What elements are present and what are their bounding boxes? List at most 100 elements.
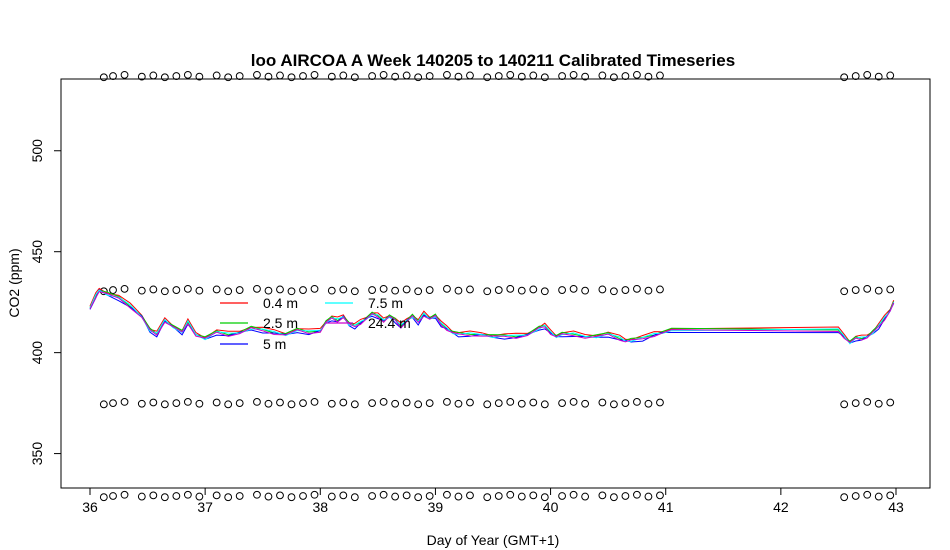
calibration-point — [454, 492, 463, 501]
calibration-point — [581, 492, 590, 501]
calibration-point — [633, 70, 641, 79]
calibration-point — [183, 284, 192, 293]
calibration-point — [379, 70, 388, 79]
calibration-point — [253, 70, 261, 79]
calibration-point — [425, 399, 434, 408]
y-axis-label: CO2 (ppm) — [6, 248, 22, 317]
calibration-point — [391, 72, 400, 81]
calibration-point — [160, 73, 169, 82]
calibration-point — [610, 287, 618, 296]
calibration-point — [414, 400, 423, 409]
calibration-point — [339, 285, 348, 294]
calibration-point — [644, 399, 653, 408]
calibration-point — [569, 284, 578, 293]
calibration-point — [656, 398, 664, 407]
calibration-point — [391, 286, 400, 295]
calibration-point — [851, 72, 860, 80]
x-tick-label: 41 — [658, 499, 674, 515]
legend-label: 24.4 m — [368, 315, 411, 331]
calibration-point — [656, 491, 664, 500]
calibration-point — [99, 73, 108, 82]
calibration-point — [172, 492, 181, 500]
legend: 0.4 m 2.5 m 5 m 7.5 m 24.4 m — [220, 295, 411, 352]
calibration-point — [529, 491, 538, 500]
calibration-point — [99, 493, 108, 502]
calibration-point — [517, 492, 526, 501]
calibration-point — [212, 285, 221, 294]
calibration-point — [339, 71, 348, 80]
calibration-point — [235, 72, 244, 80]
calibration-point — [264, 399, 273, 408]
calibration-point — [454, 286, 463, 295]
calibration-point — [840, 400, 849, 409]
x-tick-label: 36 — [82, 499, 98, 515]
calibration-point — [610, 73, 618, 82]
calibration-point — [494, 492, 503, 500]
calibration-point — [598, 491, 607, 500]
y-axis: 350 400 450 500 — [29, 139, 62, 465]
calibration-point — [235, 286, 244, 294]
calibration-point — [414, 73, 423, 82]
calibration-point — [517, 72, 526, 81]
calibration-point — [195, 72, 204, 81]
calibration-point — [379, 490, 388, 499]
y-tick-label: 400 — [29, 341, 45, 365]
calibration-point — [137, 286, 146, 295]
calibration-point — [137, 72, 146, 81]
calibration-point — [327, 399, 336, 408]
calibration-point — [109, 492, 117, 500]
calibration-point — [569, 490, 578, 499]
calibration-point — [425, 286, 434, 294]
calibration-point — [540, 493, 549, 502]
calibration-point — [299, 492, 307, 500]
calibration-point — [368, 286, 377, 294]
calibration-point — [120, 398, 129, 406]
calibration-point — [379, 284, 388, 293]
calibration-point — [264, 286, 273, 295]
calibration-point — [327, 286, 336, 295]
calibration-point — [350, 493, 359, 502]
calibration-point — [656, 71, 664, 80]
calibration-point — [287, 400, 296, 409]
calibration-point — [120, 70, 129, 79]
calibration-point — [172, 286, 181, 294]
calibration-point — [310, 490, 319, 499]
calibration-point — [454, 399, 463, 408]
calibration-point — [886, 71, 895, 80]
calibration-point — [276, 71, 284, 80]
calibration-point — [195, 286, 204, 295]
calibration-point — [120, 490, 129, 499]
calibration-point — [149, 491, 158, 500]
calibration-point — [633, 398, 641, 406]
calibration-point — [253, 398, 261, 406]
calibration-point — [414, 287, 423, 296]
calibration-point — [425, 72, 434, 80]
x-tick-label: 39 — [428, 499, 444, 515]
calibration-point — [581, 399, 590, 408]
calibration-point — [483, 400, 492, 409]
legend-label: 7.5 m — [368, 295, 403, 311]
calibration-point — [299, 286, 307, 294]
calibration-point — [212, 491, 221, 500]
calibration-point — [160, 493, 169, 502]
calibration-point — [466, 285, 474, 294]
legend-label: 0.4 m — [263, 295, 298, 311]
calibration-point — [466, 398, 474, 407]
calibration-point — [368, 399, 377, 408]
calibration-point — [287, 73, 296, 82]
calibration-point — [149, 285, 158, 294]
calibration-point — [506, 284, 515, 293]
legend-label: 5 m — [263, 336, 286, 352]
calibration-point — [276, 285, 284, 294]
calibration-point — [160, 287, 169, 296]
calibration-point — [466, 491, 474, 500]
calibration-point — [529, 285, 538, 294]
calibration-point — [494, 286, 503, 294]
calibration-point — [137, 492, 146, 501]
calibration-point — [264, 492, 273, 501]
x-tick-label: 40 — [543, 499, 559, 515]
calibration-point — [339, 398, 348, 407]
calibration-point — [391, 492, 400, 501]
calibration-point — [402, 491, 411, 500]
